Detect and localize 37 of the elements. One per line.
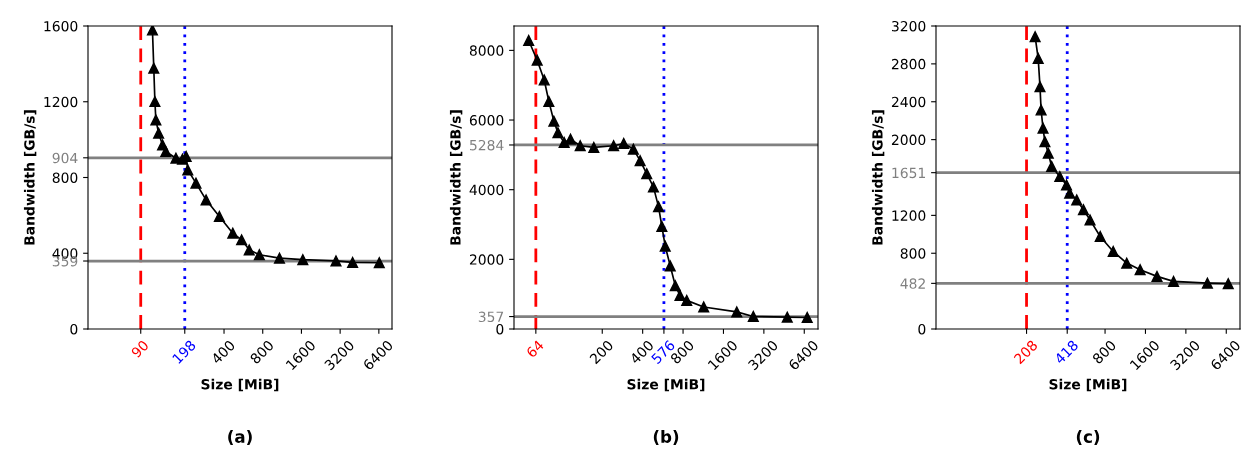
y-tick-label: 1200 — [44, 96, 78, 108]
y-tick-label: 2800 — [891, 58, 926, 70]
y-tick-label: 3200 — [891, 20, 926, 32]
ref-line-label: 482 — [900, 278, 925, 289]
ref-line-label: 64 — [525, 339, 545, 359]
x-tick-label: 200 — [589, 339, 614, 365]
y-tick-label: 2400 — [891, 96, 926, 108]
y-tick-label: 0 — [918, 323, 926, 335]
text: (a) — [228, 430, 252, 445]
ref-line-label: 1651 — [892, 167, 925, 179]
y-tick-label: 0 — [70, 323, 78, 335]
x-axis-title: Size [MiB] — [627, 378, 705, 392]
y-tick-label: 800 — [900, 248, 926, 259]
x-tick-label: 400 — [210, 339, 236, 365]
y-tick-label: 2000 — [891, 134, 926, 146]
y-axis-title: Bandwidth [GB/s] — [23, 110, 37, 245]
y-tick-label: 1600 — [44, 20, 78, 32]
x-tick-label: 800 — [249, 339, 275, 365]
y-tick-label: 800 — [52, 172, 78, 183]
ref-line-label: 418 — [1053, 339, 1079, 365]
y-tick-label: 2000 — [469, 254, 504, 265]
ref-line-label: 90 — [130, 339, 150, 359]
text: (c) — [1076, 430, 1100, 445]
y-tick-label: 0 — [496, 323, 504, 335]
y-tick-label: 4000 — [469, 184, 504, 196]
y-tick-label: 1200 — [892, 210, 926, 221]
text: (b) — [653, 430, 679, 445]
x-axis-title: Size [MiB] — [1049, 378, 1127, 392]
y-tick-label: 6000 — [469, 115, 504, 126]
ref-line-label: 357 — [478, 311, 504, 323]
ref-line-label: 904 — [52, 152, 78, 164]
x-axis-title: Size [MiB] — [201, 378, 279, 392]
y-axis-title: Bandwidth [GB/s] — [449, 110, 463, 245]
ref-line-label: 5284 — [470, 139, 504, 151]
y-tick-label: 8000 — [469, 45, 504, 56]
x-tick-label: 800 — [1091, 339, 1117, 365]
y-axis-title: Bandwidth [GB/s] — [871, 110, 885, 245]
